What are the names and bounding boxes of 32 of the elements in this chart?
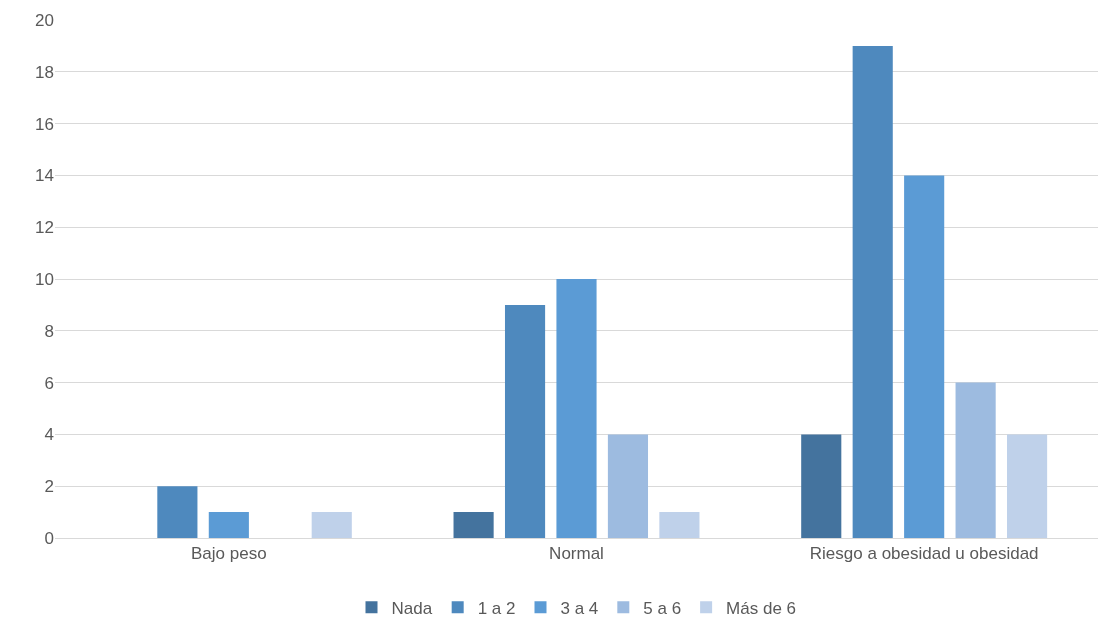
y-tick-label: 8 [44,321,54,341]
bar [955,382,996,538]
y-tick-label: 6 [44,373,54,393]
bar [852,45,893,538]
y-tick-label: 0 [44,528,54,548]
x-tick-label: Normal [549,544,604,564]
y-tick-label: 2 [44,477,54,497]
legend-label: 3 a 4 [560,598,599,618]
y-tick-label: 16 [35,114,54,134]
legend-label: 1 a 2 [477,598,516,618]
bar [311,512,352,538]
bar [453,512,494,538]
x-tick-label: Bajo peso [191,544,267,564]
bar [659,512,700,538]
legend-label: Más de 6 [726,598,797,618]
bar [904,175,945,538]
y-tick-label: 12 [35,218,54,238]
bar [504,304,546,538]
y-tick-label: 10 [35,269,54,289]
bar [607,434,649,538]
bar [556,279,597,538]
bar [208,512,249,538]
y-tick-label: 4 [44,425,54,445]
x-tick-label: Riesgo a obesidad u obesidad [809,544,1039,564]
bar [801,434,842,538]
bar [1007,434,1048,538]
y-tick-label: 14 [35,166,54,186]
legend-label: 5 a 6 [643,598,682,618]
bar [157,486,198,538]
legend-label: Nada [391,598,433,618]
y-tick-label: 18 [35,62,54,82]
y-tick-label: 20 [35,10,54,30]
